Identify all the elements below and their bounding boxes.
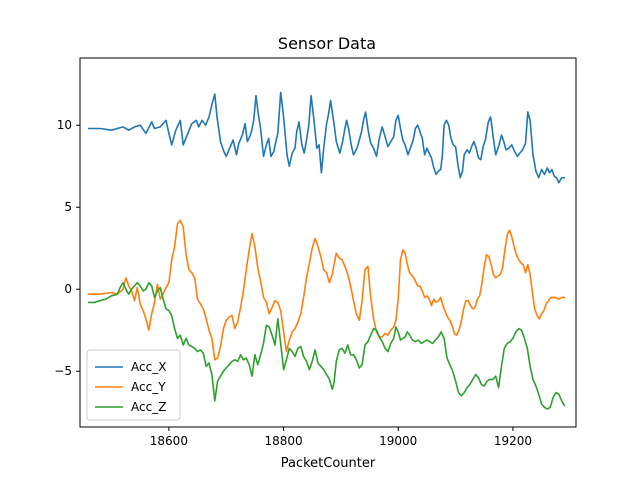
series-line-acc-y bbox=[87, 219, 566, 361]
x-axis-label: PacketCounter bbox=[281, 456, 376, 471]
y-tick-label: 5 bbox=[64, 200, 72, 214]
y-tick-label: 10 bbox=[57, 118, 72, 132]
legend: Acc_X Acc_Y Acc_Z bbox=[86, 349, 181, 421]
series-line-acc-z bbox=[87, 281, 566, 410]
x-tick-label: 19200 bbox=[494, 434, 532, 448]
x-tick-label: 19000 bbox=[379, 434, 417, 448]
legend-label: Acc_Y bbox=[131, 380, 166, 394]
y-tick-label: 0 bbox=[64, 282, 72, 296]
plot-frame bbox=[79, 57, 577, 428]
legend-label: Acc_Z bbox=[131, 400, 166, 414]
y-axis-ticks: 10 5 0 −5 bbox=[54, 118, 80, 378]
series-line-acc-x bbox=[87, 91, 566, 184]
legend-label: Acc_X bbox=[131, 360, 166, 374]
y-tick-label: −5 bbox=[54, 364, 72, 378]
x-axis-ticks: 18600 18800 19000 19200 bbox=[150, 427, 532, 448]
plot-series bbox=[87, 91, 566, 410]
x-tick-label: 18600 bbox=[150, 434, 188, 448]
chart-title: Sensor Data bbox=[278, 34, 376, 53]
x-tick-label: 18800 bbox=[264, 434, 302, 448]
